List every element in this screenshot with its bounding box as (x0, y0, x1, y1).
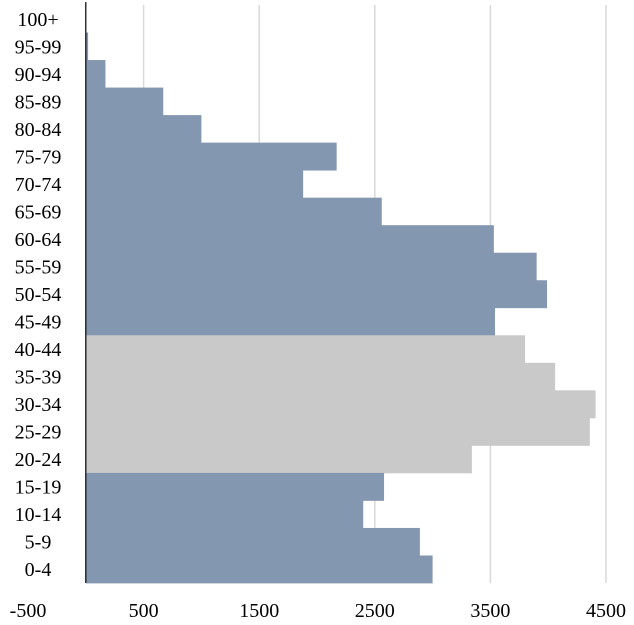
y-tick-label: 15-19 (15, 477, 62, 499)
x-tick-label: 3500 (470, 600, 510, 622)
y-tick-label: 60-64 (15, 229, 62, 251)
y-tick-label: 50-54 (15, 284, 62, 306)
x-tick-label: -500 (10, 600, 47, 622)
y-tick-label: 20-24 (15, 449, 62, 471)
x-tick-label: 1500 (239, 600, 279, 622)
y-tick-label: 75-79 (15, 146, 62, 168)
y-tick-label: 35-39 (15, 367, 62, 389)
bars (85, 32, 596, 584)
y-tick-label: 45-49 (15, 312, 62, 334)
y-tick-label: 55-59 (15, 256, 62, 278)
y-tick-label: 25-29 (15, 422, 62, 444)
bar-85-89 (85, 87, 164, 116)
y-tick-label: 65-69 (15, 201, 62, 223)
bar-70-74 (85, 170, 304, 199)
bar-40-44 (85, 335, 526, 364)
bar-65-69 (85, 197, 382, 226)
y-tick-label: 5-9 (25, 532, 52, 554)
bar-30-34 (85, 390, 596, 419)
bar-5-9 (85, 527, 420, 556)
x-tick-labels: -500 500 1500 2500 3500 4500 (10, 600, 626, 622)
bar-10-14 (85, 500, 364, 529)
y-tick-label: 95-99 (15, 36, 62, 58)
bar-15-19 (85, 472, 385, 501)
bar-75-79 (85, 142, 337, 171)
bar-35-39 (85, 362, 556, 391)
bar-0-4 (85, 555, 433, 584)
y-tick-label: 85-89 (15, 91, 62, 113)
y-tick-label: 0-4 (25, 559, 52, 581)
x-tick-label: 500 (129, 600, 159, 622)
bar-20-24 (85, 445, 472, 474)
x-tick-label: 2500 (355, 600, 395, 622)
y-tick-label: 10-14 (15, 504, 62, 526)
bar-60-64 (85, 225, 494, 254)
x-tick-label: 4500 (586, 600, 626, 622)
y-tick-label: 90-94 (15, 64, 62, 86)
y-tick-label: 40-44 (15, 339, 62, 361)
bar-95-99 (85, 32, 89, 61)
bar-50-54 (85, 280, 548, 309)
y-tick-label: 80-84 (15, 119, 62, 141)
bar-55-59 (85, 252, 537, 281)
y-tick-labels: 100+ 95-99 90-94 85-89 80-84 75-79 70-74 65-69 6… (15, 9, 62, 581)
bar-45-49 (85, 307, 496, 336)
bar-25-29 (85, 417, 590, 446)
y-tick-label: 100+ (17, 9, 58, 31)
y-tick-label: 70-74 (15, 174, 62, 196)
y-tick-label: 30-34 (15, 394, 62, 416)
bar-80-84 (85, 115, 202, 144)
bar-90-94 (85, 60, 106, 88)
